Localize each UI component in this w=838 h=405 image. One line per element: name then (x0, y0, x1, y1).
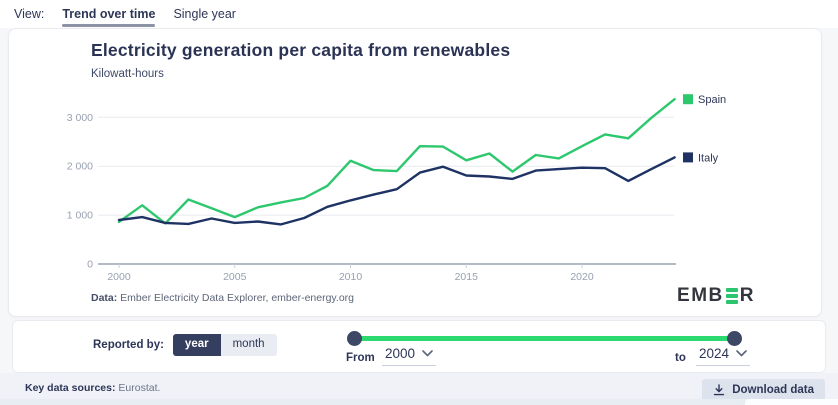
cutoff-element (745, 399, 838, 405)
control-card: Reported by: year month From 2000 to 202… (12, 320, 826, 373)
to-year-value: 2024 (699, 346, 730, 361)
x-axis-tick-label: 2010 (339, 271, 363, 283)
chart-card: 0 1 000 2 000 3 000 2000 2005 2010 2015 2020 Spai… (8, 28, 822, 317)
to-year-dropdown[interactable]: 2024 (696, 346, 751, 366)
slider-handle-from[interactable] (347, 331, 362, 346)
download-data-button[interactable]: Download data (702, 379, 825, 401)
line-chart[interactable]: 0 1 000 2 000 3 000 2000 2005 2010 2015 2020 Spai… (9, 29, 823, 291)
key-data-sources: Key data sources: Eurostat. (25, 382, 160, 394)
download-icon (714, 384, 725, 396)
chart-source: Data: Ember Electricity Data Explorer, e… (91, 292, 354, 304)
y-axis-tick-label: 1 000 (67, 210, 93, 222)
toggle-year-button[interactable]: year (172, 334, 221, 356)
bottom-strip (0, 399, 838, 405)
legend-swatch-spain (683, 94, 693, 105)
reported-by-label: Reported by: (93, 338, 164, 351)
legend-label-spain: Spain (698, 94, 726, 106)
reported-by-group: Reported by: year month (93, 334, 277, 356)
toggle-month-button[interactable]: month (220, 334, 277, 356)
chart-title: Electricity generation per capita from r… (91, 40, 511, 60)
from-year-value: 2000 (385, 346, 416, 361)
view-bar: View: Trend over time Single year (0, 0, 838, 28)
chart-source-text: Ember Electricity Data Explorer, ember-e… (117, 292, 354, 304)
x-axis-tick-label: 2000 (107, 271, 131, 283)
legend-label-italy: Italy (698, 152, 719, 164)
y-axis-tick-label: 2 000 (67, 161, 93, 173)
tab-single-year[interactable]: Single year (173, 7, 236, 21)
key-data-sources-value: Eurostat. (115, 382, 161, 394)
tab-trend-over-time[interactable]: Trend over time (62, 7, 156, 27)
series-line-spain[interactable] (117, 97, 676, 225)
ember-logo-text-left: EMB (677, 285, 724, 306)
footer: Key data sources: Eurostat. Download dat… (0, 373, 838, 405)
from-year-dropdown[interactable]: 2000 (382, 346, 437, 366)
ember-logo-text-right: R (739, 285, 755, 306)
ember-logo[interactable]: EMB R (677, 285, 755, 307)
x-axis-tick-label: 2005 (223, 271, 247, 283)
download-data-label: Download data (732, 384, 814, 396)
chart-source-prefix: Data: (91, 292, 118, 304)
chevron-down-icon (422, 350, 433, 357)
year-range-slider-track[interactable] (354, 336, 735, 341)
legend-swatch-italy (683, 152, 693, 163)
reported-by-toggle: year month (172, 334, 277, 356)
x-axis-tick-label: 2020 (570, 271, 594, 283)
x-axis-tick-label: 2015 (455, 271, 479, 283)
slider-handle-to[interactable] (727, 331, 742, 346)
chevron-down-icon (736, 350, 747, 357)
key-data-sources-label: Key data sources: (25, 382, 116, 394)
chart-subtitle: Kilowatt-hours (91, 68, 164, 80)
to-label: to (675, 352, 686, 364)
view-label: View: (14, 7, 45, 21)
y-axis-tick-label: 3 000 (67, 112, 93, 124)
series-line-italy[interactable] (117, 156, 676, 226)
ember-green-e-icon (725, 288, 738, 304)
y-axis-tick-label: 0 (87, 259, 93, 271)
from-label: From (346, 352, 375, 364)
